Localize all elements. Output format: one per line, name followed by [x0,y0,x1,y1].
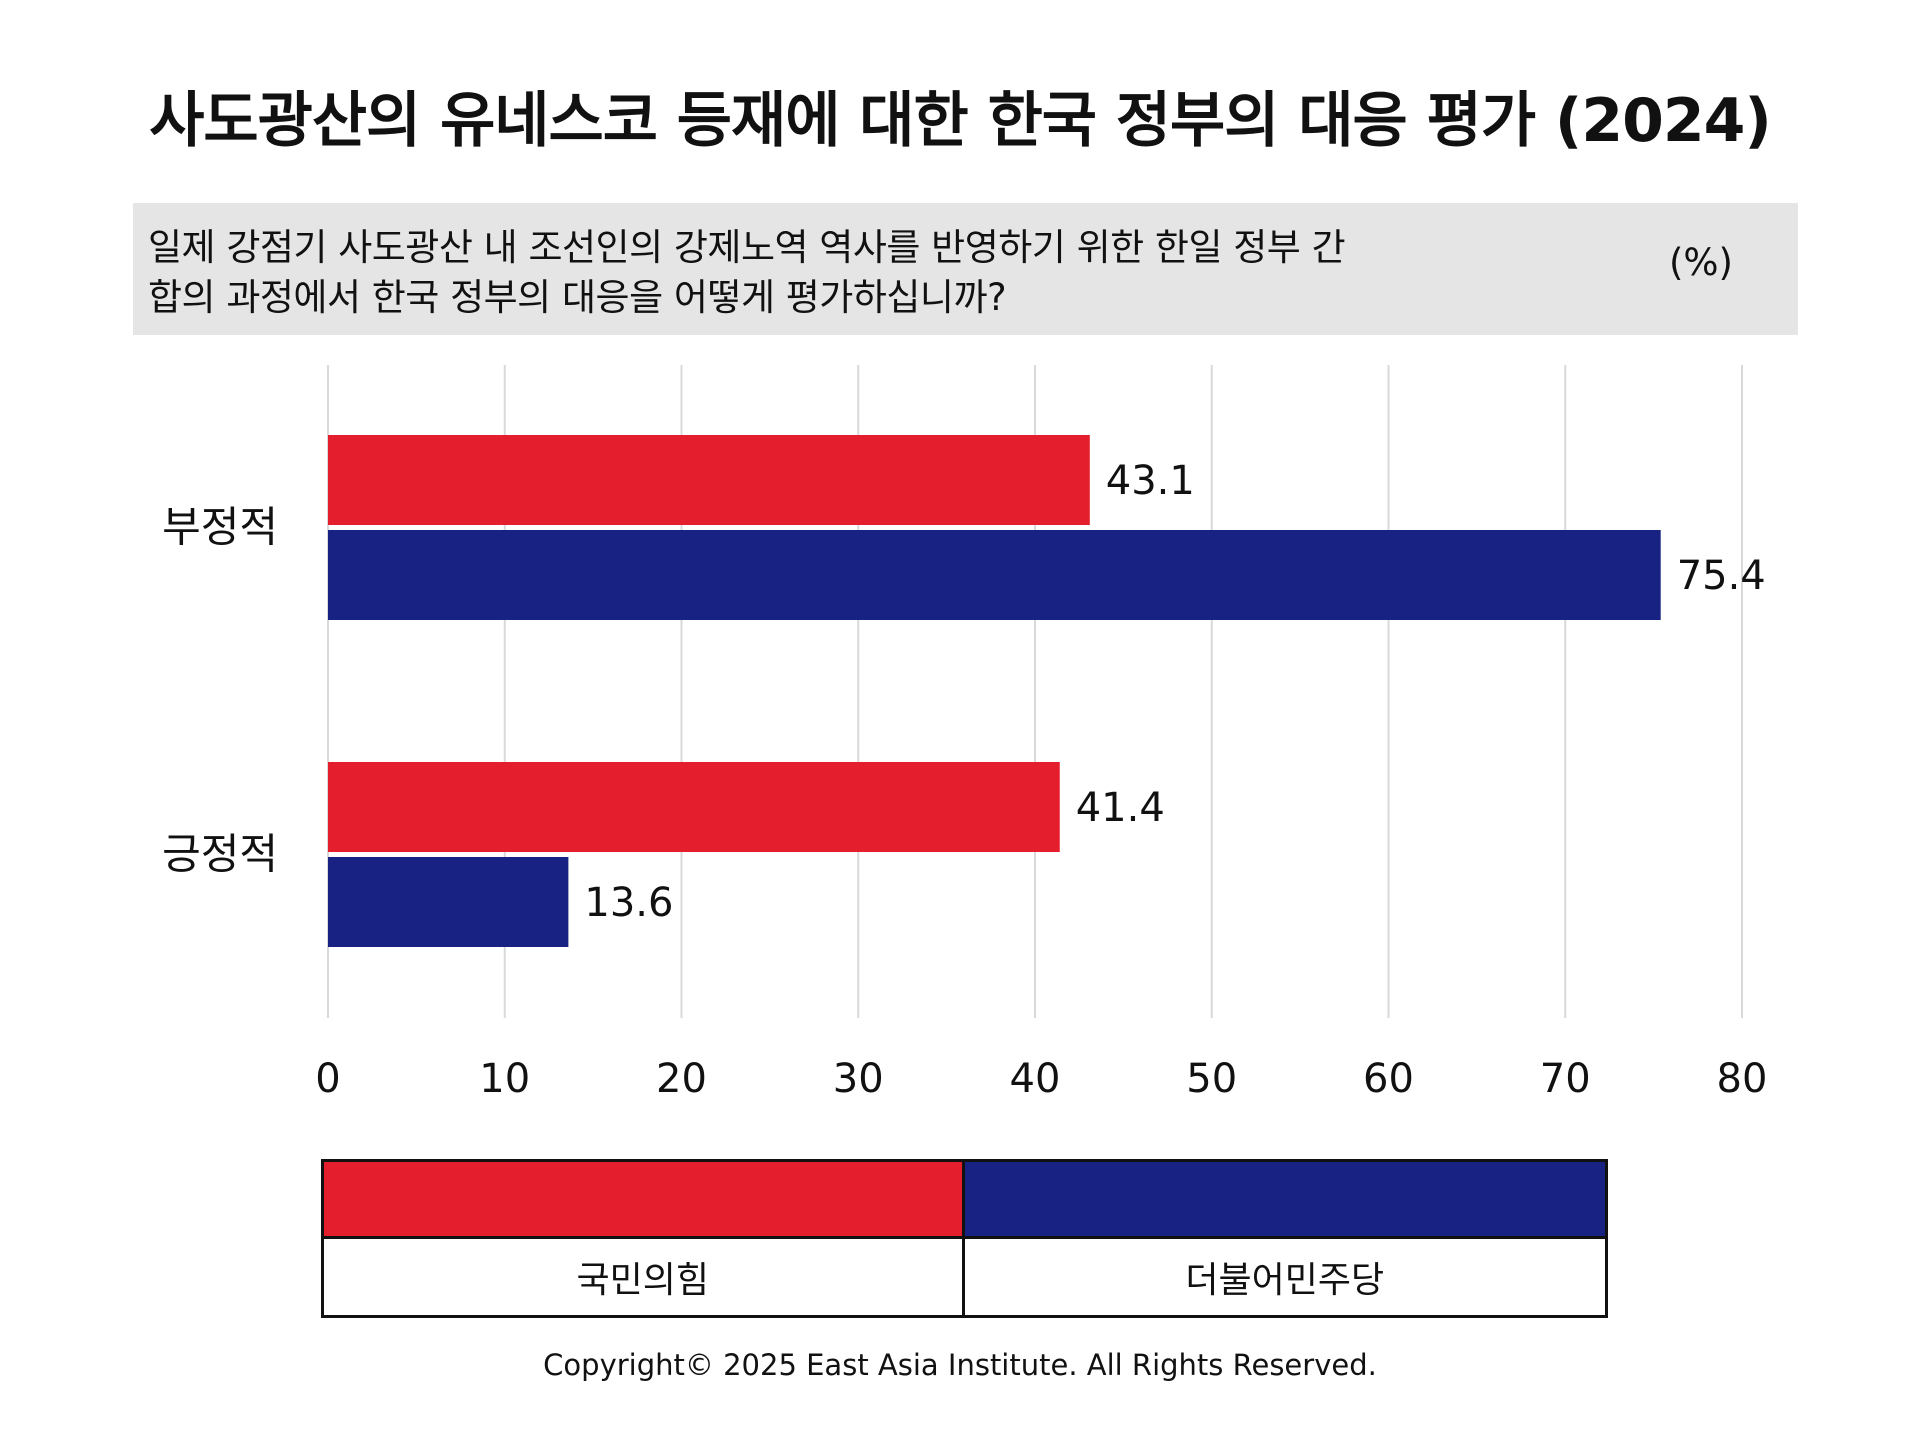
question-line-2: 합의 과정에서 한국 정부의 대응을 어떻게 평가하십니까? [148,276,1007,319]
chart-title: 사도광산의 유네스코 등재에 대한 한국 정부의 대응 평가 (2024) [149,86,1772,156]
bar [328,857,569,947]
x-tick-label: 70 [1540,1056,1591,1102]
x-tick-label: 80 [1717,1056,1768,1102]
bar [328,530,1661,620]
data-label: 75.4 [1677,553,1766,599]
copyright-text: Copyright© 2025 East Asia Institute. All… [543,1348,1377,1382]
legend-label-series-1: 국민의힘 [324,1239,965,1315]
bar [328,435,1090,525]
x-tick-label: 10 [479,1056,530,1102]
legend-label-series-2: 더불어민주당 [1185,1260,1385,1301]
x-tick-label: 30 [833,1056,884,1102]
x-tick-label: 20 [656,1056,707,1102]
data-label: 43.1 [1106,458,1195,504]
x-tick-label: 40 [1010,1056,1061,1102]
legend: 국민의힘 더불어민주당 [321,1159,1608,1318]
category-label: 긍정적 [162,830,278,879]
data-label: 41.4 [1076,785,1165,831]
category-label: 부정적 [162,503,278,552]
legend-swatch-series-1 [324,1162,965,1239]
x-tick-label: 50 [1186,1056,1237,1102]
x-tick-label: 0 [315,1056,340,1102]
bar [328,762,1060,852]
legend-swatch-series-2 [964,1162,1605,1239]
x-tick-label: 60 [1363,1056,1414,1102]
question-box: 일제 강점기 사도광산 내 조선인의 강제노역 역사를 반영하기 위한 한일 정… [133,203,1798,335]
data-label: 13.6 [584,880,673,926]
unit-label: (%) [1668,241,1733,284]
question-line-1: 일제 강점기 사도광산 내 조선인의 강제노역 역사를 반영하기 위한 한일 정… [148,226,1346,269]
